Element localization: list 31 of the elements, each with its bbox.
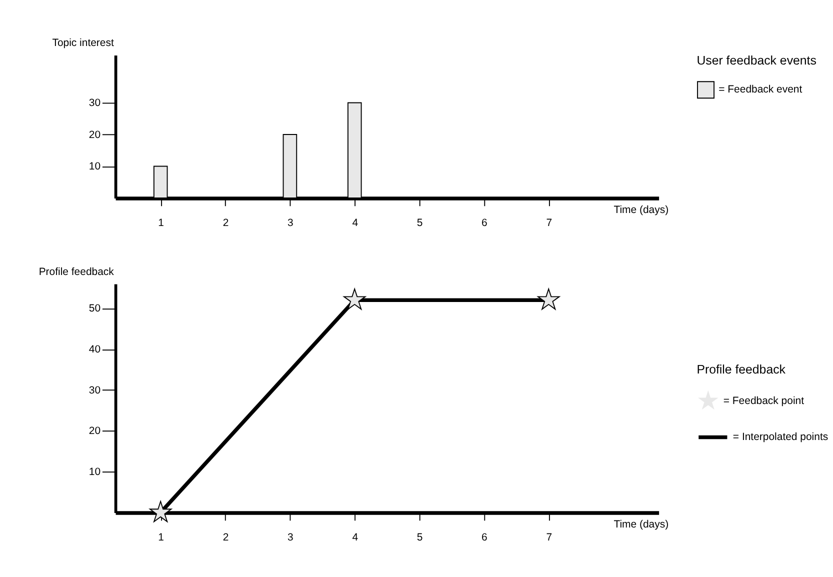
y-tick-label: 20 <box>88 426 101 438</box>
x-tick-label: 2 <box>222 532 229 544</box>
x-tick-label: 4 <box>352 218 358 230</box>
legend-title: Profile feedback <box>696 362 786 376</box>
y-tick-label: 30 <box>88 98 101 110</box>
y-tick-label: 10 <box>88 162 101 173</box>
x-tick-label: 1 <box>158 532 164 544</box>
legend-label: = Feedback event <box>718 84 802 96</box>
x-tick-label: 3 <box>288 532 294 544</box>
y-axis-title: Profile feedback <box>38 266 115 278</box>
y-tick-label: 20 <box>88 130 101 141</box>
x-tick-label: 5 <box>416 532 423 544</box>
y-tick-label: 10 <box>88 467 101 478</box>
y-tick-label: 50 <box>88 304 101 315</box>
x-axis-title: Time (days) <box>614 519 669 530</box>
x-tick-label: 7 <box>546 218 552 230</box>
x-tick-label: 3 <box>288 218 294 230</box>
y-tick-label: 30 <box>88 385 101 396</box>
legend-label: = Interpolated points <box>732 432 828 444</box>
x-tick-label: 6 <box>482 218 488 230</box>
x-tick-label: 2 <box>222 218 229 230</box>
y-axis-title: Topic interest <box>52 38 114 50</box>
legend-title: User feedback events <box>696 54 816 68</box>
legend-label: = Feedback point <box>723 396 804 407</box>
x-tick-label: 6 <box>482 532 488 544</box>
y-tick-label: 40 <box>88 344 101 356</box>
x-tick-label: 7 <box>546 532 552 544</box>
x-tick-label: 4 <box>352 532 358 544</box>
x-tick-label: 1 <box>158 218 164 230</box>
x-axis-title: Time (days) <box>614 204 669 216</box>
x-tick-label: 5 <box>416 218 423 230</box>
